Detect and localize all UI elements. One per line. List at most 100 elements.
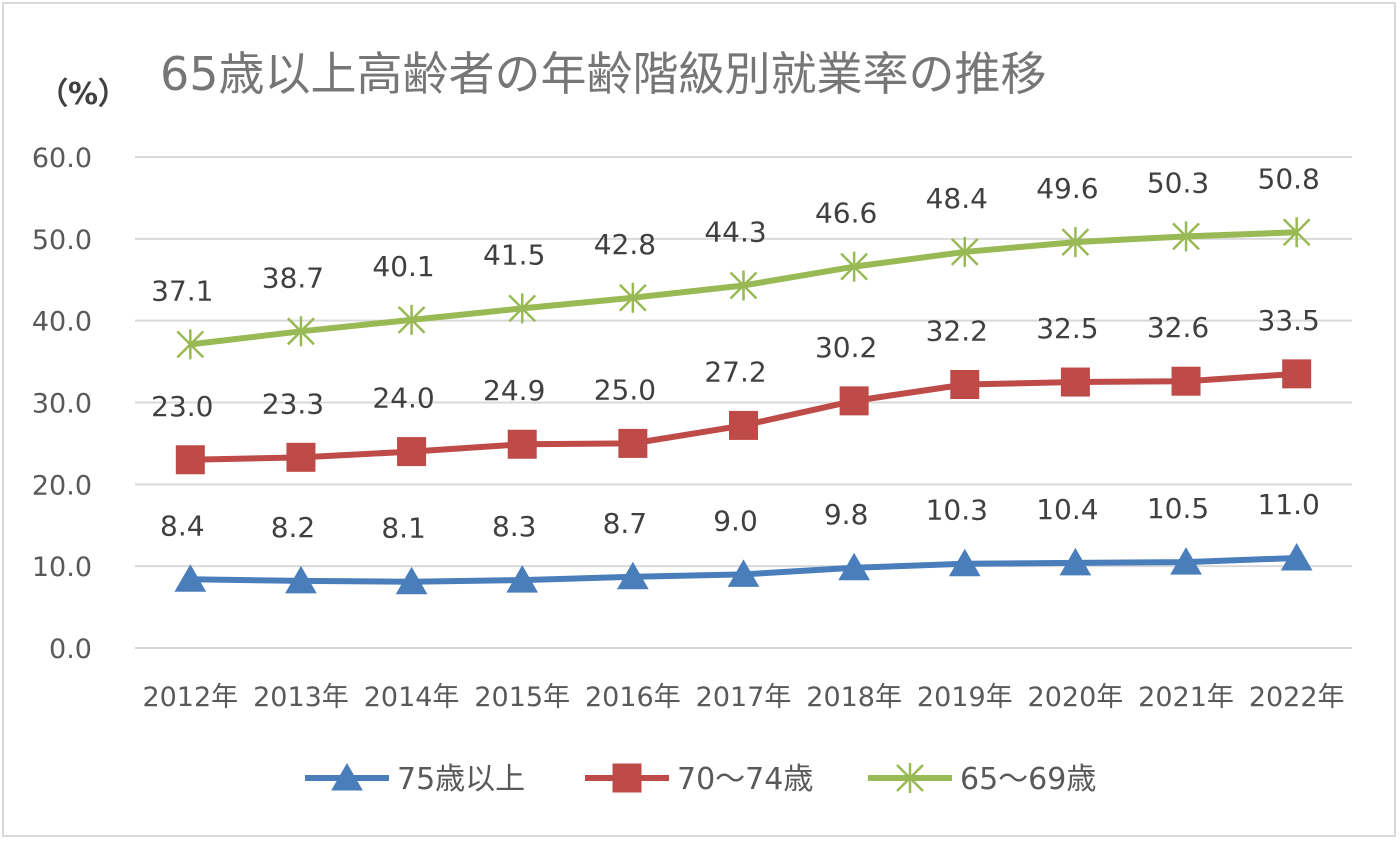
series-3 bbox=[176, 217, 1311, 360]
series-layer bbox=[174, 217, 1313, 595]
data-label: 24.0 bbox=[372, 382, 434, 415]
data-point-marker bbox=[1060, 367, 1090, 397]
x-tick-label: 2016年 bbox=[585, 682, 681, 713]
x-tick-label: 2018年 bbox=[806, 682, 902, 713]
data-point-marker bbox=[729, 410, 758, 440]
data-labels: 8.4 8.2 8.1 8.3 8.7 9.0 9.8 10.3 10.4 10.5 11.0 23.… bbox=[151, 162, 1320, 544]
data-label: 10.3 bbox=[926, 494, 988, 527]
legend-label: 70～74歳 bbox=[677, 762, 813, 797]
data-point-marker bbox=[950, 236, 979, 267]
data-point-marker bbox=[618, 428, 648, 458]
data-point-marker bbox=[1171, 366, 1201, 396]
x-tick-label: 2019年 bbox=[917, 682, 1013, 713]
chart-title: 65歳以上高齢者の年齢階級別就業率の推移 bbox=[160, 47, 1047, 101]
data-point-marker bbox=[840, 251, 869, 282]
data-point-marker bbox=[176, 329, 205, 360]
data-point-marker bbox=[287, 316, 315, 347]
data-label: 9.8 bbox=[824, 498, 869, 531]
data-label: 10.5 bbox=[1147, 492, 1209, 525]
data-label: 32.6 bbox=[1147, 311, 1209, 344]
y-tick-label: 10.0 bbox=[32, 552, 92, 583]
legend-entry: 65～69歳 bbox=[868, 762, 1096, 797]
y-tick-label: 50.0 bbox=[32, 225, 92, 256]
legend-entry: 70～74歳 bbox=[585, 762, 813, 797]
data-point-marker bbox=[507, 429, 537, 459]
data-point-marker bbox=[1280, 542, 1313, 571]
y-axis-unit-label: （%） bbox=[38, 77, 128, 112]
data-label: 38.7 bbox=[262, 261, 324, 294]
x-tick-label: 2014年 bbox=[364, 682, 460, 713]
data-point-marker bbox=[1061, 227, 1090, 258]
data-label: 48.4 bbox=[926, 182, 988, 215]
x-tick-label: 2022年 bbox=[1249, 682, 1345, 713]
data-label: 50.8 bbox=[1258, 162, 1320, 195]
data-point-marker bbox=[727, 559, 760, 587]
data-label: 33.5 bbox=[1258, 304, 1320, 337]
data-point-marker bbox=[948, 548, 981, 577]
data-label: 8.2 bbox=[271, 511, 316, 544]
y-tick-label: 20.0 bbox=[32, 470, 92, 501]
data-label: 50.3 bbox=[1147, 166, 1209, 199]
data-point-marker bbox=[1170, 547, 1202, 575]
data-point-marker bbox=[1282, 217, 1311, 248]
data-label: 46.6 bbox=[815, 197, 877, 230]
x-tick-label: 2021年 bbox=[1138, 682, 1234, 713]
data-label: 11.0 bbox=[1258, 488, 1320, 521]
data-label: 23.3 bbox=[262, 387, 324, 420]
data-label: 8.4 bbox=[160, 509, 205, 542]
data-label: 37.1 bbox=[151, 274, 213, 307]
data-point-marker bbox=[838, 552, 871, 581]
legend: 75歳以上 70～74歳 65～69歳 bbox=[305, 762, 1096, 797]
data-label: 32.5 bbox=[1036, 312, 1098, 345]
legend-label: 65～69歳 bbox=[960, 762, 1096, 797]
data-point-marker bbox=[1059, 547, 1092, 576]
data-point-marker bbox=[1282, 359, 1312, 389]
data-point-marker bbox=[285, 565, 317, 594]
x-tick-label: 2015年 bbox=[474, 682, 570, 713]
y-axis-ticks: 0.0 10.0 20.0 30.0 40.0 50.0 60.0 bbox=[32, 143, 92, 665]
data-point-marker bbox=[508, 293, 537, 324]
y-tick-label: 0.0 bbox=[49, 634, 92, 665]
data-point-marker bbox=[616, 561, 649, 590]
data-label: 30.2 bbox=[815, 331, 877, 364]
data-label: 49.6 bbox=[1036, 172, 1098, 205]
data-label: 40.1 bbox=[372, 250, 434, 283]
y-tick-label: 30.0 bbox=[32, 389, 92, 420]
legend-marker bbox=[331, 762, 363, 791]
x-tick-label: 2012年 bbox=[142, 682, 238, 713]
data-label: 25.0 bbox=[594, 373, 656, 406]
x-tick-label: 2020年 bbox=[1028, 682, 1124, 713]
data-label: 9.0 bbox=[713, 504, 758, 537]
data-label: 32.2 bbox=[926, 314, 988, 347]
data-label: 27.2 bbox=[704, 355, 766, 388]
legend-label: 75歳以上 bbox=[397, 762, 525, 797]
x-axis-ticks: 2012年 2013年 2014年 2015年 2016年 2017年 2018年 2019年… bbox=[142, 682, 1344, 713]
data-point-marker bbox=[175, 445, 205, 475]
legend-entry: 75歳以上 bbox=[305, 762, 525, 797]
data-label: 24.9 bbox=[483, 374, 545, 407]
data-label: 23.0 bbox=[151, 390, 213, 423]
y-tick-label: 60.0 bbox=[32, 143, 92, 174]
data-point-marker bbox=[395, 566, 428, 595]
legend-marker bbox=[612, 763, 642, 793]
x-tick-label: 2013年 bbox=[253, 682, 349, 713]
data-point-marker bbox=[286, 442, 316, 472]
series-2 bbox=[175, 359, 1312, 475]
data-label: 8.3 bbox=[492, 510, 537, 543]
data-point-marker bbox=[729, 270, 758, 301]
data-label: 8.1 bbox=[381, 512, 426, 545]
y-tick-label: 40.0 bbox=[32, 307, 92, 338]
data-point-marker bbox=[506, 565, 539, 593]
data-label: 10.4 bbox=[1036, 493, 1098, 526]
data-point-marker bbox=[397, 437, 427, 467]
data-point-marker bbox=[950, 369, 980, 399]
legend-marker bbox=[896, 763, 924, 793]
data-point-marker bbox=[174, 564, 207, 592]
data-point-marker bbox=[839, 386, 869, 416]
data-point-marker bbox=[1172, 221, 1200, 252]
data-point-marker bbox=[618, 282, 647, 313]
series-1 bbox=[174, 542, 1313, 595]
data-label: 41.5 bbox=[483, 238, 545, 271]
